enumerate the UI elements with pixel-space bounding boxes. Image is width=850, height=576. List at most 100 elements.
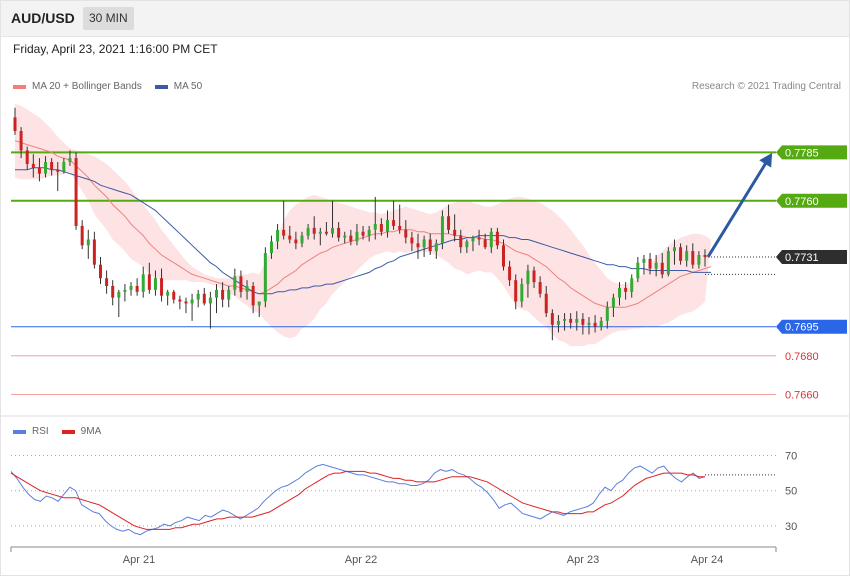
- rsi-ma-legend-label: 9MA: [80, 426, 102, 437]
- candle-body: [221, 289, 225, 300]
- candle: [312, 216, 316, 240]
- candle: [514, 274, 518, 310]
- candle: [98, 256, 102, 285]
- candle: [80, 220, 84, 250]
- candle: [642, 255, 646, 275]
- candle: [196, 289, 200, 308]
- x-tick-label: Apr 22: [345, 554, 377, 566]
- candle: [575, 311, 579, 331]
- candle: [349, 229, 353, 246]
- candle-body: [538, 282, 542, 294]
- candle: [666, 247, 670, 277]
- candle-body: [86, 239, 90, 246]
- candle-body: [123, 289, 127, 292]
- candle: [440, 210, 444, 250]
- candle: [428, 233, 432, 255]
- candle: [703, 249, 707, 267]
- candle-body: [605, 307, 609, 321]
- candle-body: [318, 231, 322, 234]
- candle: [324, 222, 328, 236]
- candle: [135, 278, 139, 296]
- candle-body: [593, 322, 597, 327]
- price-tag-0.7695: [776, 319, 847, 334]
- candle-body: [251, 286, 255, 306]
- candle: [166, 289, 170, 306]
- candle: [379, 218, 383, 236]
- candle-body: [642, 258, 646, 263]
- candle: [239, 270, 243, 298]
- candle: [37, 158, 41, 182]
- candle: [50, 158, 54, 176]
- candle-body: [483, 239, 487, 248]
- candle-body: [428, 239, 432, 252]
- candle: [19, 127, 23, 159]
- candle: [453, 214, 457, 242]
- candle: [398, 204, 402, 234]
- price-label-0.7680: 0.7680: [785, 351, 819, 363]
- candle-body: [111, 286, 115, 298]
- timeframe-badge[interactable]: 30 MIN: [83, 7, 134, 30]
- candle-body: [636, 262, 640, 279]
- candle: [465, 239, 469, 254]
- candle-body: [37, 167, 41, 174]
- candle-body: [166, 291, 170, 296]
- candle: [447, 204, 451, 234]
- candle-body: [324, 231, 328, 234]
- candle-body: [654, 262, 658, 269]
- candle-body: [404, 229, 408, 238]
- candle: [410, 231, 414, 252]
- candle: [233, 268, 237, 296]
- candle: [294, 231, 298, 250]
- price-label-0.7660: 0.7660: [785, 390, 819, 402]
- candle-body: [276, 229, 280, 242]
- bollinger-band: [15, 103, 712, 347]
- candle: [526, 264, 530, 298]
- x-tick-label: Apr 21: [123, 554, 155, 566]
- candle-body: [147, 274, 151, 290]
- rsi-ma-line: [10, 470, 705, 530]
- candle-body: [526, 270, 530, 285]
- candle-body: [288, 235, 292, 240]
- candle: [361, 225, 365, 240]
- candle: [367, 225, 371, 242]
- candle-body: [141, 274, 145, 292]
- candle-body: [447, 216, 451, 230]
- candle: [569, 313, 573, 329]
- price-tag-text-0.7695: 0.7695: [785, 322, 819, 334]
- candle: [563, 313, 567, 331]
- candle: [520, 278, 524, 308]
- candle-body: [373, 224, 377, 230]
- candle-body: [44, 162, 48, 174]
- candle: [263, 247, 267, 308]
- candle: [477, 229, 481, 246]
- candle-body: [611, 297, 615, 308]
- candle: [581, 313, 585, 335]
- candle: [489, 227, 493, 254]
- candle: [611, 293, 615, 317]
- candle-body: [520, 284, 524, 302]
- candle: [648, 253, 652, 275]
- candle-body: [495, 231, 499, 246]
- candle: [471, 235, 475, 252]
- candle: [245, 280, 249, 300]
- rsi-legend: RSI 9MA: [13, 426, 101, 437]
- candle: [56, 162, 60, 192]
- price-tag-0.7760: [776, 193, 847, 208]
- candle-body: [422, 239, 426, 248]
- candle-body: [160, 278, 164, 296]
- candle-body: [80, 225, 84, 246]
- candle: [92, 231, 96, 269]
- candle-body: [697, 255, 701, 265]
- candle-body: [385, 220, 389, 232]
- candle: [404, 220, 408, 244]
- candle-body: [312, 227, 316, 234]
- candle: [306, 224, 310, 240]
- candle: [123, 284, 127, 302]
- candle: [538, 276, 542, 298]
- candle-body: [117, 291, 121, 298]
- candle: [556, 315, 560, 333]
- candle: [459, 229, 463, 254]
- candle: [434, 239, 438, 259]
- candle-body: [190, 299, 194, 304]
